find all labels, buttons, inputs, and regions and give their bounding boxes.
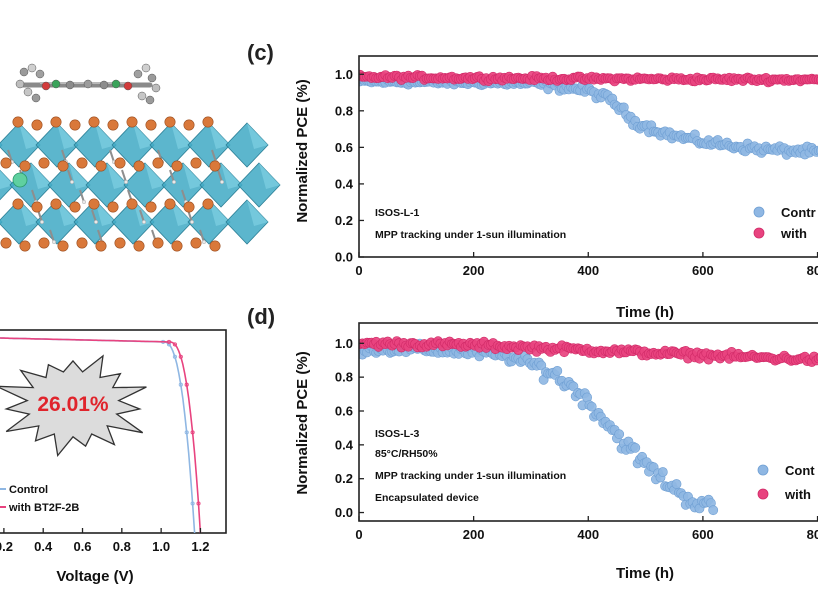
panel-c-plot-frame — [358, 55, 818, 258]
c-y-tick-label: 0.2 — [335, 213, 353, 228]
structure-illustration — [0, 63, 281, 252]
d-y-tick-label: 1.0 — [335, 336, 353, 351]
jv-marker — [172, 354, 177, 359]
panel-d-legend-marker-bt2f — [757, 488, 769, 500]
jv-marker — [172, 342, 177, 347]
panel-c-letter: (c) — [247, 40, 274, 65]
d-point-control — [671, 479, 682, 489]
d-annotation-1: ISOS-L-3 — [375, 428, 419, 440]
jv-x-tick-label: 0.4 — [34, 539, 53, 554]
jv-legend: Control with BT2F-2B — [0, 484, 79, 514]
d-x-tick-label: 0 — [355, 527, 362, 542]
panel-c-ticks: 0 200 400 600 800 0.0 0.2 0.4 0.6 0.8 1.0 — [335, 67, 818, 278]
d-x-tick-label: 800 — [807, 527, 818, 542]
jv-marker — [178, 382, 183, 387]
d-x-tick-label: 400 — [577, 527, 599, 542]
panel-d-legend: Cont with — [757, 463, 815, 502]
panel-d-legend-label-control: Cont — [785, 463, 815, 478]
d-x-tick-label: 600 — [692, 527, 714, 542]
d-point-control — [657, 467, 668, 477]
jv-marker — [184, 382, 189, 387]
jv-marker — [196, 501, 201, 506]
c-x-tick-label: 200 — [463, 263, 485, 278]
jv-legend-label-bt2f: with BT2F-2B — [8, 502, 79, 514]
jv-x-axis-title: Voltage (V) — [56, 568, 133, 585]
panel-c: (c) Normalized PCE (%) 02004006008000.00… — [247, 40, 818, 321]
jv-marker — [184, 430, 189, 435]
jv-x-tick-label: 0.2 — [0, 539, 13, 554]
panel-d-letter: (d) — [247, 304, 275, 329]
panel-c-legend: Contr with — [753, 205, 816, 241]
panel-d-ticks: 0 200 400 600 800 0.0 0.2 0.4 0.6 0.8 1.0 — [335, 336, 818, 542]
d-point-control — [614, 429, 625, 440]
jv-x-tick-label: 0.6 — [73, 539, 91, 554]
jv-panel: 26.01% Control with BT2F-2B 0.2 0.4 0.6 0.8… — [0, 329, 227, 585]
c-y-tick-label: 0.4 — [335, 176, 354, 191]
d-y-tick-label: 0.2 — [335, 471, 353, 486]
jv-curves — [0, 337, 202, 533]
jv-curve-bt2f — [0, 337, 202, 533]
d-point-control — [552, 365, 563, 376]
c-x-tick-label: 400 — [577, 263, 599, 278]
jv-x-tick-label: 0.8 — [113, 539, 131, 554]
panel-d-legend-marker-control — [757, 464, 769, 476]
starburst-shape — [0, 354, 147, 458]
c-annotation-2: MPP tracking under 1-sun illumination — [375, 229, 566, 241]
jv-plot-frame — [0, 329, 227, 534]
d-y-tick-label: 0.4 — [335, 437, 354, 452]
d-annotation-4: Encapsulated device — [375, 492, 479, 504]
c-x-tick-label: 0 — [355, 263, 362, 278]
jv-marker — [190, 501, 195, 506]
panel-c-x-axis-title: Time (h) — [616, 304, 674, 321]
d-y-tick-label: 0.8 — [335, 370, 353, 385]
panel-d: (d) Normalized PCE (%) 02004006008000.00… — [247, 304, 818, 582]
d-annotation-2: 85°C/RH50% — [375, 448, 438, 460]
panel-c-legend-label-control: Contr — [781, 205, 816, 220]
panel-d-points — [359, 336, 818, 516]
panel-c-y-axis-title: Normalized PCE (%) — [294, 79, 311, 222]
d-point-control — [630, 442, 641, 453]
molecule-icon — [15, 63, 161, 105]
jv-x-tick-label: 1.2 — [191, 539, 209, 554]
jv-x-tick-label: 1.0 — [152, 539, 170, 554]
c-x-tick-label: 800 — [807, 263, 818, 278]
d-point-control — [586, 401, 597, 412]
jv-marker — [166, 339, 172, 344]
d-point-control — [708, 505, 719, 516]
c-x-tick-label: 600 — [692, 263, 714, 278]
perovskite-lattice-icon — [0, 116, 281, 252]
panel-c-legend-label-bt2f: with — [780, 226, 807, 241]
c-y-tick-label: 0.6 — [335, 140, 353, 155]
panel-c-annotations: ISOS-L-1 MPP tracking under 1-sun illumin… — [375, 207, 566, 241]
efficiency-label: 26.01% — [37, 393, 109, 416]
d-y-tick-label: 0.0 — [335, 505, 353, 520]
d-y-tick-label: 0.6 — [335, 404, 353, 419]
panel-d-x-axis-title: Time (h) — [616, 565, 674, 582]
panel-d-y-axis-title: Normalized PCE (%) — [294, 351, 311, 494]
d-x-tick-label: 200 — [463, 527, 485, 542]
panel-d-annotations: ISOS-L-3 85°C/RH50% MPP tracking under 1-s… — [375, 428, 566, 504]
panel-d-plot-frame — [358, 322, 818, 522]
panel-c-legend-marker-bt2f — [753, 227, 765, 239]
panel-c-points — [359, 69, 818, 160]
jv-marker — [178, 354, 183, 359]
panel-c-legend-marker-control — [753, 206, 765, 218]
d-annotation-3: MPP tracking under 1-sun illumination — [375, 470, 566, 482]
d-point-control — [536, 360, 547, 371]
jv-marker — [190, 430, 195, 435]
panel-d-legend-label-bt2f: with — [784, 487, 811, 502]
efficiency-starburst: 26.01% — [0, 354, 147, 458]
jv-legend-label-control: Control — [9, 484, 48, 496]
c-annotation-1: ISOS-L-1 — [375, 207, 419, 219]
c-y-tick-label: 0.8 — [335, 103, 353, 118]
jv-marker — [166, 342, 172, 347]
c-y-tick-label: 1.0 — [335, 67, 353, 82]
c-y-tick-label: 0.0 — [335, 250, 353, 265]
jv-x-ticks: 0.2 0.4 0.6 0.8 1.0 1.2 — [0, 528, 209, 554]
